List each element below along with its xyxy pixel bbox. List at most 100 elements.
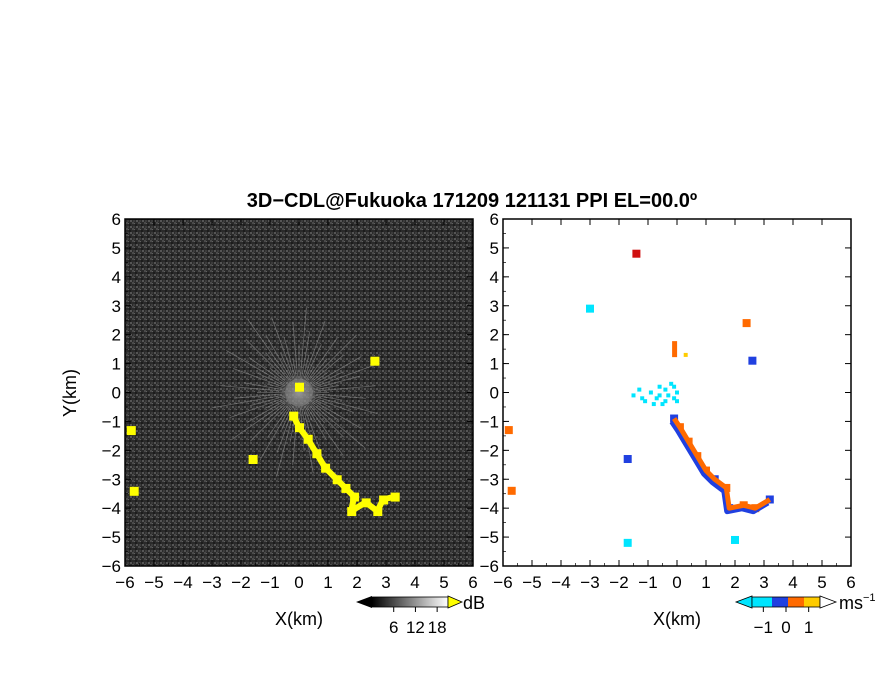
x-tick-label: −4 — [173, 573, 192, 592]
velocity-scatter-point — [663, 387, 668, 392]
y-tick-label: −3 — [480, 470, 499, 489]
y-tick-label: 3 — [112, 297, 121, 316]
y-tick-label: −3 — [102, 470, 121, 489]
x-tick-label: 1 — [323, 573, 332, 592]
velocity-band-4 — [804, 597, 820, 607]
y-tick-label: 2 — [490, 326, 499, 345]
velocity-scatter-point — [675, 390, 679, 395]
x-tick-label: −1 — [260, 573, 279, 592]
x-tick-label: −1 — [638, 573, 657, 592]
y-tick-label: 0 — [490, 384, 499, 403]
x-tick-label: 3 — [759, 573, 768, 592]
velocity-echoes — [504, 249, 774, 547]
x-tick-label: −6 — [115, 573, 134, 592]
clutter-core — [285, 378, 313, 407]
y-tick-label: 6 — [112, 210, 121, 229]
velocity-cell — [623, 455, 632, 464]
clutter-streak — [276, 392, 300, 477]
colorbar-tick-label: 18 — [428, 618, 447, 637]
right-axis-ticks: −6 −5 −4 −3 −2 −1 0 1 2 3 4 5 6 6 5 4 3 2 1 0 −1 −2 −3 −4 −5 −6 — [480, 210, 856, 592]
x-tick-label: −2 — [231, 573, 250, 592]
velocity-unit: ms−1 — [839, 592, 876, 613]
x-tick-label: 0 — [672, 573, 681, 592]
y-tick-label: −6 — [480, 557, 499, 576]
echo-cell — [390, 492, 400, 502]
x-tick-label: 5 — [439, 573, 448, 592]
y-tick-label: 4 — [112, 268, 121, 287]
velocity-colorbar-tick-label: 1 — [804, 618, 813, 637]
velocity-cell — [504, 426, 513, 435]
velocity-cell — [507, 486, 516, 495]
y-tick-label: 3 — [490, 297, 499, 316]
velocity-cell — [683, 352, 688, 357]
colorbar-gradient — [371, 596, 449, 608]
velocity-scatter-point — [669, 381, 674, 386]
echo-cell — [295, 382, 304, 392]
y-tick-label: 1 — [490, 355, 499, 374]
colorbar-over-arrow — [447, 595, 464, 609]
reflectivity-colorbar: dB 6 12 18 — [356, 593, 485, 637]
clutter-streak — [247, 319, 300, 393]
clutter-streak — [212, 392, 300, 409]
colorbar-under-arrow — [356, 596, 372, 608]
y-axis-label: Y(km) — [60, 369, 80, 417]
clutter-streak — [298, 362, 380, 393]
velocity-band-2 — [772, 597, 788, 607]
velocity-filament-negative — [669, 419, 770, 515]
y-tick-label: −4 — [480, 499, 499, 518]
clutter-streak — [226, 350, 300, 393]
velocity-cell — [672, 341, 678, 358]
velocity-cell — [632, 249, 641, 258]
velocity-cell — [623, 538, 632, 547]
echo-cell — [248, 455, 258, 465]
velocity-scatter-point — [672, 396, 677, 401]
x-tick-label: 6 — [468, 573, 477, 592]
x-tick-label: 4 — [410, 573, 419, 592]
x-tick-label: −5 — [522, 573, 541, 592]
velocity-scatter-point — [631, 393, 636, 398]
y-tick-label: −4 — [102, 499, 121, 518]
colorbar-tick-label: 6 — [389, 618, 398, 637]
velocity-scatter-point — [651, 402, 656, 407]
x-tick-label: −4 — [551, 573, 570, 592]
velocity-colorbar-tick-label: 0 — [781, 618, 790, 637]
x-tick-label: −2 — [609, 573, 628, 592]
x-tick-label: −6 — [493, 573, 512, 592]
y-tick-label: −1 — [480, 412, 499, 431]
velocity-scatter-point — [663, 399, 668, 404]
right-x-axis-label: X(km) — [653, 609, 701, 629]
echo-cell — [370, 356, 380, 366]
clutter-streak — [298, 392, 366, 449]
x-tick-label: −3 — [580, 573, 599, 592]
clutter-streak — [298, 307, 307, 393]
left-axis-ticks: −6 −5 −4 −3 −2 −1 0 1 2 3 4 5 6 6 5 4 3 2 1 0 −1 −2 −3 −4 −5 −6 — [102, 210, 478, 592]
y-tick-label: −1 — [102, 412, 121, 431]
velocity-scatter-point — [660, 402, 665, 407]
echo-cell — [129, 486, 139, 496]
velocity-filament-positive — [672, 417, 772, 511]
x-tick-label: 5 — [817, 573, 826, 592]
velocity-scatter-point — [672, 384, 677, 389]
velocity-scatter-point — [640, 396, 645, 401]
colorbar-tick-label: 12 — [406, 618, 425, 637]
echo-filament — [290, 414, 396, 515]
velocity-scatter-point — [666, 393, 671, 398]
velocity-under-arrow — [734, 595, 753, 609]
velocity-scatter-point — [657, 393, 662, 398]
reflectivity-unit: dB — [463, 593, 485, 613]
velocity-scatter-point — [643, 399, 648, 404]
x-tick-label: −3 — [202, 573, 221, 592]
velocity-cell — [748, 356, 757, 365]
x-tick-label: 1 — [701, 573, 710, 592]
velocity-colorbar: ms−1 −1 0 1 — [734, 592, 876, 637]
x-tick-label: −5 — [144, 573, 163, 592]
velocity-colorbar-tick-label: −1 — [754, 618, 773, 637]
velocity-over-arrow — [819, 595, 838, 609]
x-tick-label: 3 — [381, 573, 390, 592]
reflectivity-panel: −6 −5 −4 −3 −2 −1 0 1 2 3 4 5 6 6 5 4 3 2 1 0 −1 −2 −3 −4 −5 −6 X… — [60, 210, 478, 629]
y-tick-label: 1 — [112, 355, 121, 374]
y-tick-label: 0 — [112, 384, 121, 403]
y-tick-label: 5 — [112, 239, 121, 258]
velocity-band-1 — [752, 597, 772, 607]
